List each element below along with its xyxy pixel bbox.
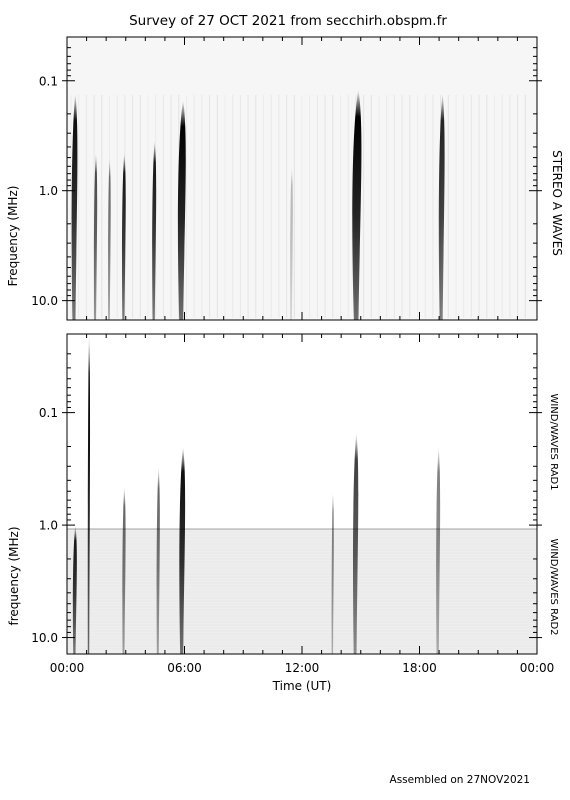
stereo-a-spectrogram-background (67, 37, 537, 320)
rad2-spectrogram-background (67, 529, 537, 654)
burst-mark-1-6 (353, 432, 359, 654)
rad1-spectrogram-background (67, 334, 537, 529)
wind-waves-panel: 0.1 1.0 10.0 00:00 06:00 12:00 18:00 00:00 freq… (7, 333, 559, 693)
y-tick-label-1-0: 0.1 (39, 406, 58, 420)
y-tick-label-0-1: 1.0 (39, 184, 58, 198)
x-tick-label-1: 06:00 (167, 661, 202, 675)
burst-mark-0-4 (152, 140, 157, 320)
rad1-instrument-label: WIND/WAVES RAD1 (548, 393, 559, 490)
x-tick-label-4: 00:00 (520, 661, 555, 675)
burst-mark-1-0 (72, 525, 77, 654)
burst-mark-1-4 (179, 446, 186, 654)
x-axis-label: Time (UT) (272, 679, 332, 693)
burst-mark-1-3 (156, 466, 160, 654)
rad2-instrument-label: WIND/WAVES RAD2 (548, 538, 559, 635)
burst-mark-1-2 (122, 486, 126, 654)
burst-mark-1-7 (436, 446, 441, 654)
burst-mark-0-1 (93, 152, 98, 320)
burst-mark-0-8 (290, 166, 293, 320)
wind-waves-ylabel: frequency (MHz) (7, 526, 21, 625)
y-tick-label-1-1: 1.0 (39, 519, 58, 533)
burst-mark-0-7 (438, 93, 445, 320)
burst-mark-1-5 (331, 491, 334, 654)
x-tick-label-2: 12:00 (285, 661, 320, 675)
x-tick-label-3: 18:00 (402, 661, 437, 675)
assembled-footer: Assembled on 27NOV2021 (390, 774, 530, 786)
burst-mark-0-0 (71, 93, 78, 320)
burst-mark-0-6 (352, 89, 362, 320)
stereo-a-panel: 0.1 1.0 10.0 Frequency (MHz) STEREO A WAVE… (6, 36, 564, 321)
stereo-a-ylabel: Frequency (MHz) (6, 186, 20, 287)
stereo-a-instrument-label: STEREO A WAVES (550, 150, 564, 256)
x-tick-label-0: 00:00 (50, 661, 85, 675)
burst-mark-0-5 (177, 100, 186, 320)
y-tick-label-0-0: 0.1 (39, 74, 58, 88)
burst-mark-0-2 (107, 157, 111, 320)
y-tick-label-1-2: 10.0 (31, 631, 58, 645)
burst-mark-0-3 (121, 152, 126, 320)
y-tick-label-0-2: 10.0 (31, 294, 58, 308)
burst-mark-1-1 (87, 334, 91, 654)
figure-title: Survey of 27 OCT 2021 from secchirh.obsp… (129, 13, 447, 29)
